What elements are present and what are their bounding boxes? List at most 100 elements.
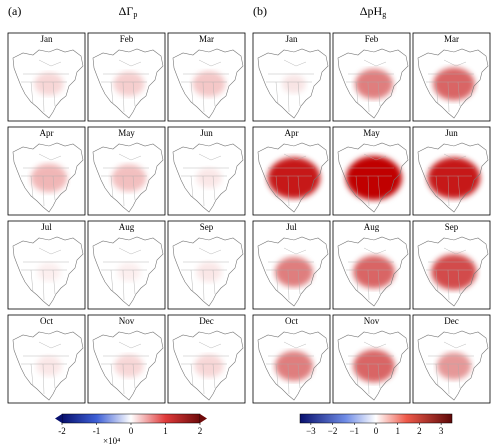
map [172,236,244,307]
map [12,142,84,213]
map-frame [167,314,246,404]
map [12,236,84,307]
shading [30,163,68,193]
month-label: Aug [364,222,380,232]
map [417,48,489,119]
month-label: Feb [365,34,379,44]
colorbar-tick-label: 1 [395,426,400,436]
shading [36,355,62,377]
month-label: Dec [444,316,459,326]
title-subscript: g [382,10,386,19]
month-label: Apr [40,128,54,138]
map [417,330,489,401]
map [92,48,164,119]
shading [431,254,477,290]
month-label: Nov [119,316,135,326]
shading [192,71,226,97]
month-label: Nov [364,316,380,326]
map-frame [87,32,166,122]
colorbar-tick-label: 2 [417,426,422,436]
shading [275,351,313,381]
map [337,142,409,213]
colorbar-tick-label: 0 [374,426,379,436]
month-label: May [363,128,380,138]
month-label: Mar [199,34,214,44]
shading [436,352,472,380]
map [337,48,409,119]
shading [117,262,141,282]
month-label: Oct [285,316,298,326]
panel-title: ΔpHg [360,4,386,19]
colorbar-tick-label: 0 [129,426,134,436]
month-label: Jul [41,222,52,232]
colorbar-extend [200,414,207,423]
colorbar-tick-label: -2 [58,426,66,436]
shading [194,354,224,378]
month-label: Oct [40,316,53,326]
month-label: Feb [120,34,134,44]
colorbar-tick-label: −2 [328,426,338,436]
shading [111,164,147,192]
map [417,142,489,213]
shading [196,261,222,283]
map [257,236,329,307]
shading [353,255,395,289]
panel-label: (a) [8,4,21,18]
month-label: Jun [200,128,213,138]
colorbar-extend [55,414,62,423]
map [12,48,84,119]
colorbar-tick-label: 3 [439,426,444,436]
map [417,236,489,307]
month-label: Jul [286,222,297,232]
shading [355,69,393,99]
shading [37,262,61,282]
panel-title: ΔΓp [119,4,138,19]
map [92,142,164,213]
month-label: May [118,128,135,138]
month-label: Jun [445,128,458,138]
shading [353,349,395,383]
month-label: Aug [119,222,135,232]
colorbar-multiplier: ×10⁴ [103,436,120,446]
map [92,330,164,401]
colorbar [299,413,453,424]
map [172,330,244,401]
colorbar-tick-label: −3 [306,426,316,436]
map [257,142,329,213]
panel-label: (b) [253,4,267,18]
month-label: Mar [444,34,459,44]
colorbar [61,413,201,424]
map [12,330,84,401]
shading [275,257,313,287]
map [337,330,409,401]
colorbar-tick-label: -1 [93,426,101,436]
map [172,48,244,119]
shading [196,167,222,189]
map [92,236,164,307]
colorbar-tick-label: 2 [198,426,203,436]
month-label: Jan [286,34,298,44]
colorbar-tick-label: −1 [349,426,359,436]
month-label: Sep [200,222,214,232]
shading [114,354,144,378]
shading [282,74,306,94]
map [257,330,329,401]
shading [34,72,64,96]
map [337,236,409,307]
month-label: Jan [41,34,53,44]
shading [346,156,402,200]
shading [113,71,145,97]
shading [433,67,475,101]
title-main: ΔΓ [119,4,134,18]
map [257,48,329,119]
map [172,142,244,213]
month-label: Sep [445,222,459,232]
title-subscript: p [133,10,137,19]
month-label: Apr [285,128,299,138]
shading [267,157,321,199]
shading [427,157,481,199]
colorbar-tick-label: 1 [163,426,168,436]
month-label: Dec [199,316,214,326]
title-main: ΔpH [360,4,383,18]
